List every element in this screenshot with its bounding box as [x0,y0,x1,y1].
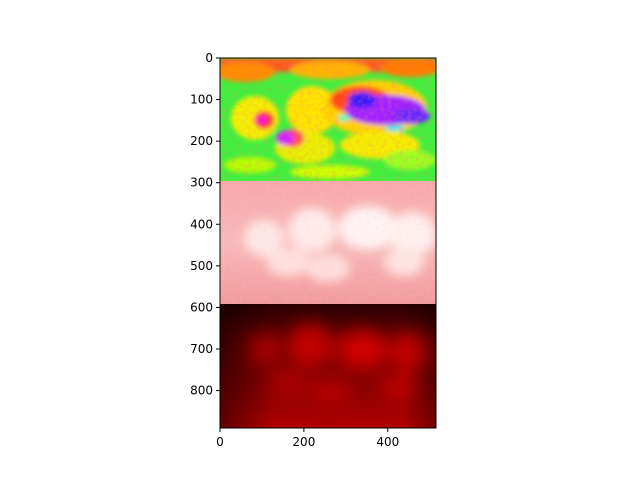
y-tick-label: 400 [190,217,213,231]
black-red-colormap-panel [220,304,436,428]
y-tick-label: 700 [190,342,213,356]
y-tick-label: 100 [190,93,213,107]
y-tick-label: 800 [190,384,213,398]
x-tick-label: 200 [292,435,315,449]
x-tick-label: 0 [216,435,224,449]
pink-white-colormap-panel [220,181,436,304]
y-tick-label: 500 [190,259,213,273]
ticks: 0 200 400 0 100 200 300 400 500 600 700 800 [190,51,399,449]
y-tick-label: 300 [190,176,213,190]
axes-frame [219,57,437,429]
y-tick-label: 600 [190,300,213,314]
y-tick-label: 0 [205,51,213,65]
hsv-colormap-panel [220,58,436,181]
y-tick-label: 200 [190,134,213,148]
x-tick-label: 400 [376,435,399,449]
